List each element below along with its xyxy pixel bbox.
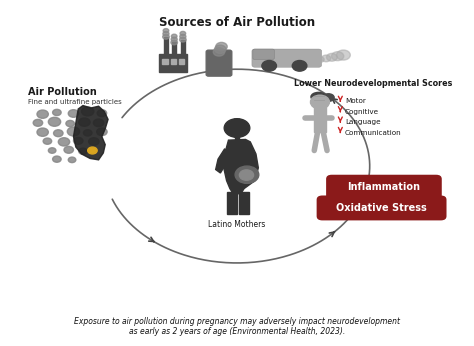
- Circle shape: [163, 34, 169, 39]
- Circle shape: [64, 146, 73, 153]
- Circle shape: [310, 95, 329, 109]
- Text: Sources of Air Pollution: Sources of Air Pollution: [159, 16, 315, 29]
- Circle shape: [317, 57, 324, 62]
- Polygon shape: [224, 139, 258, 194]
- FancyBboxPatch shape: [326, 175, 442, 200]
- Bar: [172, 43, 176, 54]
- Circle shape: [97, 128, 107, 136]
- Circle shape: [180, 31, 186, 36]
- Text: Fine and ultrafine particles: Fine and ultrafine particles: [28, 99, 122, 105]
- Circle shape: [180, 37, 186, 42]
- Circle shape: [48, 117, 61, 126]
- Circle shape: [66, 120, 74, 127]
- Circle shape: [79, 148, 87, 154]
- Polygon shape: [73, 106, 108, 160]
- FancyBboxPatch shape: [253, 49, 274, 60]
- Circle shape: [73, 137, 83, 144]
- Circle shape: [54, 130, 63, 137]
- FancyBboxPatch shape: [206, 50, 232, 76]
- Circle shape: [172, 34, 177, 38]
- Circle shape: [180, 34, 186, 39]
- Bar: [171, 59, 176, 64]
- Circle shape: [163, 29, 169, 33]
- Text: Lower Neurodevelopmental Scores: Lower Neurodevelopmental Scores: [294, 79, 452, 88]
- Circle shape: [321, 55, 331, 62]
- Text: Cognitive: Cognitive: [345, 109, 379, 115]
- Bar: [164, 37, 168, 54]
- FancyBboxPatch shape: [252, 49, 321, 67]
- FancyBboxPatch shape: [317, 195, 447, 220]
- Circle shape: [48, 148, 56, 153]
- Circle shape: [224, 119, 250, 137]
- Text: Air Pollution: Air Pollution: [28, 87, 97, 97]
- Circle shape: [58, 138, 70, 146]
- Bar: [314, 105, 326, 132]
- Text: Motor: Motor: [345, 98, 366, 104]
- Circle shape: [239, 170, 254, 180]
- Circle shape: [89, 138, 99, 145]
- Circle shape: [215, 45, 226, 53]
- Ellipse shape: [311, 92, 326, 101]
- Circle shape: [82, 107, 94, 116]
- Bar: [235, 132, 239, 139]
- Circle shape: [33, 119, 43, 126]
- Text: Oxidative Stress: Oxidative Stress: [336, 203, 427, 213]
- Circle shape: [88, 147, 97, 154]
- Circle shape: [171, 37, 177, 42]
- Bar: [159, 54, 187, 72]
- Circle shape: [79, 118, 90, 126]
- Circle shape: [53, 109, 61, 116]
- Bar: [163, 59, 168, 64]
- Polygon shape: [216, 149, 229, 173]
- Text: Latino Mothers: Latino Mothers: [208, 220, 266, 229]
- Circle shape: [67, 127, 80, 136]
- Circle shape: [68, 110, 79, 117]
- Circle shape: [216, 43, 227, 51]
- Bar: [239, 192, 249, 214]
- Text: Language: Language: [345, 119, 381, 125]
- Circle shape: [43, 138, 52, 144]
- Circle shape: [97, 110, 107, 117]
- Circle shape: [292, 61, 307, 71]
- Circle shape: [331, 52, 344, 61]
- Text: Communication: Communication: [345, 129, 401, 136]
- Circle shape: [163, 31, 169, 36]
- Circle shape: [37, 128, 48, 136]
- Circle shape: [171, 40, 177, 45]
- Ellipse shape: [323, 94, 334, 101]
- Circle shape: [262, 61, 276, 71]
- Circle shape: [83, 130, 92, 136]
- Circle shape: [68, 157, 76, 163]
- Circle shape: [37, 110, 48, 118]
- Bar: [227, 192, 237, 214]
- Circle shape: [213, 48, 225, 56]
- Text: Exposure to air pollution during pregnancy may adversely impact neurodevelopment: Exposure to air pollution during pregnan…: [74, 317, 400, 326]
- Circle shape: [235, 166, 259, 183]
- Circle shape: [53, 156, 61, 162]
- Circle shape: [327, 53, 337, 61]
- Circle shape: [93, 119, 104, 127]
- Text: as early as 2 years of age (Environmental Health, 2023).: as early as 2 years of age (Environmenta…: [129, 327, 345, 336]
- Circle shape: [337, 50, 350, 60]
- Bar: [179, 59, 184, 64]
- Bar: [181, 40, 185, 54]
- Text: Inflammation: Inflammation: [347, 182, 420, 192]
